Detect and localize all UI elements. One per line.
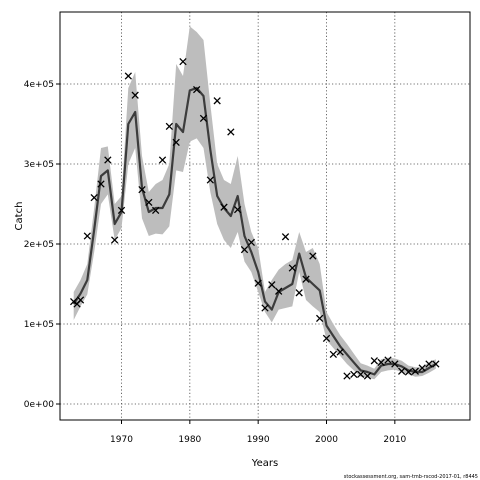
observed-point (234, 205, 242, 214)
observed-point (322, 334, 331, 343)
x-axis-ticks: 1970 1980 1990 2000 2010 (110, 420, 407, 445)
y-tick-label: 1e+05 (24, 320, 54, 330)
observed-point (131, 91, 139, 99)
observed-point (268, 281, 276, 289)
x-tick-label: 2010 (383, 435, 406, 445)
observed-point (76, 296, 85, 304)
observed-point (240, 245, 249, 254)
observed-point (377, 358, 385, 367)
plot-frame (59, 11, 471, 421)
observed-point (398, 367, 406, 375)
observed-point (281, 233, 290, 241)
observed-point (111, 236, 119, 244)
footer-credit: stockassessment.org, sam-tmb-rscod-2017-… (344, 474, 478, 480)
estimated-catch-line (72, 86, 437, 376)
observed-point (193, 85, 201, 94)
observed-point (288, 264, 296, 272)
observed-point (220, 203, 228, 211)
observed-point (275, 287, 283, 295)
observed-point (206, 176, 214, 184)
y-axis-title: Catch (14, 202, 25, 231)
observed-point (302, 275, 310, 283)
observed-point (179, 57, 187, 66)
observed-point (104, 156, 112, 164)
observed-point (138, 185, 146, 194)
observed-point (329, 350, 337, 359)
observed-point (97, 180, 105, 188)
observed-point (370, 357, 378, 365)
observed-point (343, 372, 351, 380)
observed-point (425, 360, 433, 368)
observed-point (357, 370, 365, 379)
observed-point (261, 304, 269, 312)
observed-point (145, 198, 153, 207)
observed-point (117, 206, 126, 215)
x-tick-label: 2000 (315, 435, 338, 445)
x-axis-title: Years (251, 458, 278, 469)
observed-point (124, 72, 132, 80)
observed-point (152, 206, 160, 215)
x-tick-label: 1980 (178, 435, 201, 445)
observed-point (158, 156, 167, 164)
observed-point (199, 114, 208, 123)
x-tick-label: 1990 (247, 435, 270, 445)
observed-point (336, 348, 344, 356)
observed-point (316, 314, 324, 323)
observed-point (309, 252, 317, 260)
observed-point (295, 289, 303, 297)
observed-point (172, 138, 180, 147)
observed-point (350, 370, 358, 379)
observed-point (384, 356, 392, 364)
observed-point (418, 364, 426, 372)
observed-catch-points (70, 57, 440, 380)
observed-point (247, 238, 255, 247)
observed-point (391, 360, 399, 368)
observed-point (254, 279, 262, 287)
y-tick-label: 3e+05 (24, 160, 54, 170)
observed-point (227, 128, 235, 136)
y-axis-ticks: 0e+00 1e+05 2e+05 3e+05 4e+05 (24, 80, 60, 410)
observed-point (165, 122, 173, 131)
observed-point (404, 368, 413, 376)
observed-point (213, 97, 221, 105)
observed-point (363, 372, 372, 380)
observed-point (83, 232, 91, 240)
x-tick-label: 1970 (110, 435, 133, 445)
observed-point (411, 367, 419, 375)
observed-point (70, 297, 78, 306)
confidence-band (73, 26, 436, 380)
y-tick-label: 0e+00 (24, 400, 55, 410)
y-tick-label: 2e+05 (24, 240, 54, 250)
y-tick-label: 4e+05 (24, 80, 54, 90)
observed-point (432, 360, 440, 368)
observed-point (90, 193, 98, 202)
